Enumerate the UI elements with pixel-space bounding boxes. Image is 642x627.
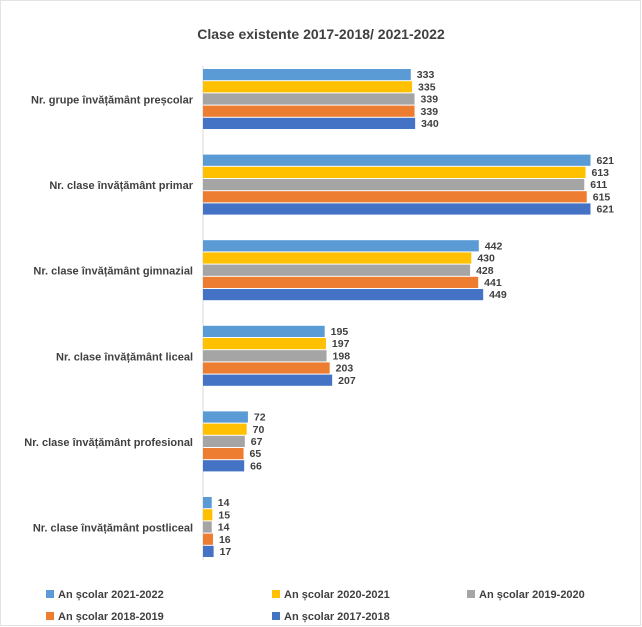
legend-item: An școlar 2021-2022 (46, 589, 164, 601)
category-label: Nr. grupe învățământ preșcolar (31, 95, 194, 107)
data-label: 198 (333, 350, 351, 362)
data-label: 335 (418, 81, 436, 93)
category-label: Nr. clase învățământ primar (49, 180, 193, 192)
bar (203, 264, 471, 276)
bar (203, 435, 245, 447)
legend-item: An școlar 2017-2018 (272, 611, 390, 623)
legend: An școlar 2021-2022 An școlar 2020-2021 An… (46, 589, 585, 623)
bar (203, 509, 213, 521)
bar (203, 166, 586, 178)
bar (203, 289, 484, 301)
legend-label: An școlar 2019-2020 (479, 589, 585, 601)
data-label: 66 (250, 460, 262, 472)
bar (203, 252, 472, 264)
bar (203, 362, 330, 374)
bar (203, 521, 212, 533)
data-label: 340 (421, 118, 439, 130)
legend-label: An școlar 2021-2022 (58, 589, 164, 601)
data-label: 333 (417, 69, 435, 81)
bar (203, 191, 587, 203)
bar (203, 240, 479, 252)
legend-swatch (46, 612, 54, 620)
bar (203, 154, 591, 166)
bar (203, 276, 479, 288)
category-label: Nr. clase învățământ profesional (24, 437, 193, 449)
category-label: Nr. clase învățământ gimnazial (33, 266, 193, 278)
bar (203, 105, 415, 117)
category-label: Nr. clase învățământ postliceal (33, 523, 193, 535)
category-label: Nr. clase învățământ liceal (56, 351, 193, 363)
data-label: 207 (338, 375, 356, 387)
legend-swatch (272, 590, 280, 598)
data-label: 17 (220, 546, 232, 558)
data-label: 441 (484, 277, 502, 289)
bar (203, 117, 416, 129)
legend-swatch (46, 590, 54, 598)
bar (203, 497, 212, 509)
data-label: 449 (489, 289, 507, 301)
bar (203, 411, 248, 423)
bar (203, 81, 413, 93)
bar (203, 69, 411, 81)
bar (203, 338, 326, 350)
legend-item: An școlar 2020-2021 (272, 589, 390, 601)
bar (203, 93, 415, 105)
bars-layer: Nr. grupe învățământ preșcolar3333353393… (24, 66, 614, 560)
data-label: 70 (253, 424, 265, 436)
data-label: 72 (254, 412, 266, 424)
data-label: 197 (332, 338, 350, 350)
bar (203, 460, 245, 472)
data-label: 621 (597, 204, 615, 216)
data-label: 65 (250, 448, 262, 460)
data-label: 339 (421, 106, 439, 118)
data-label: 442 (485, 240, 503, 252)
legend-swatch (272, 612, 280, 620)
data-label: 16 (219, 534, 231, 546)
data-label: 430 (477, 253, 495, 265)
data-label: 14 (218, 497, 230, 509)
bar (203, 545, 214, 557)
bar (203, 179, 585, 191)
bar (203, 203, 591, 215)
bar (203, 350, 327, 362)
legend-swatch (467, 590, 475, 598)
data-label: 203 (336, 363, 354, 375)
bar (203, 448, 244, 460)
bar (203, 533, 213, 545)
chart-title: Clase existente 2017-2018/ 2021-2022 (197, 26, 445, 42)
data-label: 621 (597, 155, 615, 167)
data-label: 195 (331, 326, 349, 338)
legend-label: An școlar 2017-2018 (284, 611, 390, 623)
data-label: 67 (251, 436, 263, 448)
data-label: 14 (218, 522, 230, 534)
bar (203, 374, 333, 386)
legend-item: An școlar 2018-2019 (46, 611, 164, 623)
legend-label: An școlar 2020-2021 (284, 589, 390, 601)
data-label: 611 (590, 179, 607, 191)
data-label: 15 (218, 509, 230, 521)
data-label: 613 (592, 167, 610, 179)
data-label: 428 (476, 265, 494, 277)
data-label: 339 (421, 94, 439, 106)
legend-label: An școlar 2018-2019 (58, 611, 164, 623)
data-label: 615 (593, 191, 611, 203)
bar (203, 423, 247, 435)
bar (203, 325, 325, 337)
legend-item: An școlar 2019-2020 (467, 589, 585, 601)
